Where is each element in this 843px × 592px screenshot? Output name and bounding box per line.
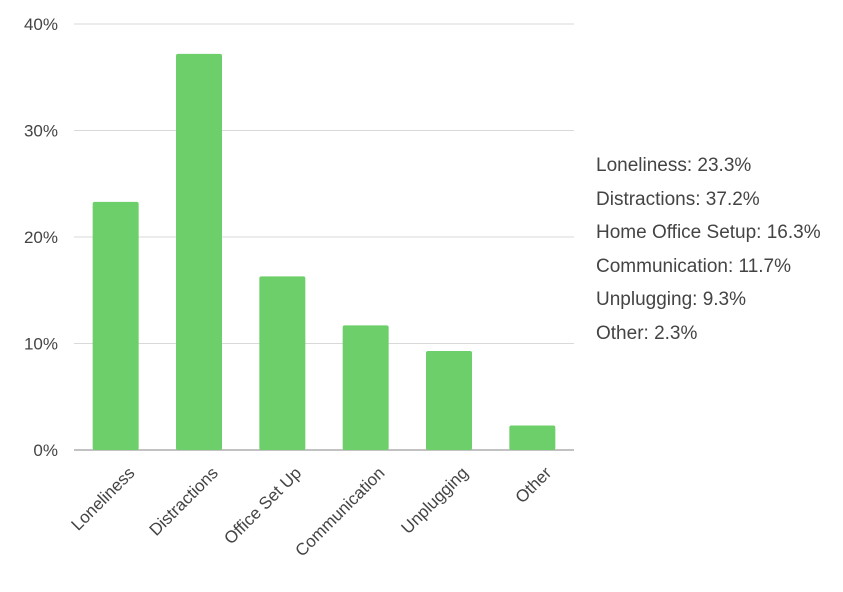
x-tick-label: Communication — [292, 463, 389, 560]
legend-item-loneliness: Loneliness: 23.3% — [596, 155, 752, 176]
legend-item-communication: Communication: 11.7% — [596, 255, 792, 277]
bar-loneliness — [92, 201, 139, 450]
x-tick-label: Loneliness — [68, 463, 139, 534]
x-tick-label: Other — [512, 463, 556, 507]
y-tick-label: 40% — [24, 15, 58, 34]
legend: Loneliness: 23.3% Distractions: 37.2% Ho… — [596, 149, 821, 351]
legend-item-unplugging: Unplugging: 9.3% — [596, 289, 746, 311]
gridlines — [74, 23, 574, 451]
x-tick-label: Distractions — [146, 463, 222, 539]
legend-item-distractions: Distractions: 37.2% — [596, 188, 760, 210]
y-tick-label: 30% — [24, 122, 58, 141]
bars — [92, 53, 556, 450]
bar-communication — [342, 325, 389, 450]
bar-office-set-up — [259, 276, 306, 450]
y-axis-ticks: 0% 10% 20% 30% 40% — [24, 15, 58, 460]
y-tick-label: 10% — [24, 335, 58, 354]
legend-item-other: Other: 2.3% — [596, 322, 698, 344]
legend-item-home-office-setup: Home Office Setup: 16.3% — [596, 222, 821, 244]
bar-unplugging — [426, 350, 472, 450]
y-tick-label: 0% — [33, 441, 58, 460]
x-tick-label: Unplugging — [398, 463, 472, 537]
bar-other — [509, 425, 556, 450]
y-tick-label: 20% — [24, 228, 58, 247]
x-tick-label: Office Set Up — [220, 463, 305, 548]
bar-distractions — [176, 53, 222, 450]
